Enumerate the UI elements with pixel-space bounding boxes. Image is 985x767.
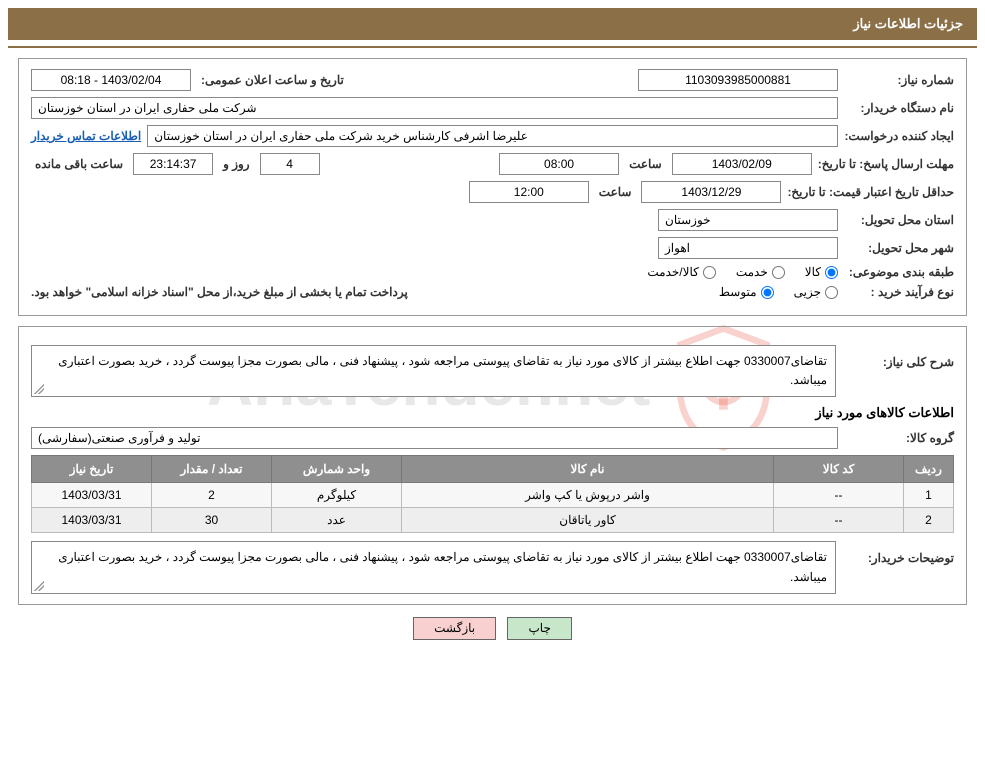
row-price-validity: حداقل تاریخ اعتبار قیمت: تا تاریخ: 1403/… <box>31 181 954 203</box>
group-field: تولید و فرآوری صنعتی(سفارشی) <box>31 427 838 449</box>
buyer-notes-label: توضیحات خریدار: <box>844 541 954 565</box>
buyer-notes-text: تقاضای0330007 جهت اطلاع بیشتر از کالای م… <box>31 541 836 593</box>
requester-field: علیرضا اشرفی کارشناس خرید شرکت ملی حفاری… <box>147 125 838 147</box>
group-label: گروه کالا: <box>844 431 954 445</box>
radio-medium[interactable]: متوسط <box>719 285 774 299</box>
th-row: ردیف <box>904 456 954 483</box>
print-button[interactable]: چاپ <box>507 617 571 640</box>
row-response-deadline: مهلت ارسال پاسخ: تا تاریخ: 1403/02/09 سا… <box>31 153 954 175</box>
details-section: شرح کلی نیاز: تقاضای0330007 جهت اطلاع بی… <box>18 326 967 605</box>
radio-goods-service[interactable]: کالا/خدمت <box>647 265 715 279</box>
table-cell: -- <box>774 483 904 508</box>
time-label-1: ساعت <box>625 157 666 171</box>
announce-label: تاریخ و ساعت اعلان عمومی: <box>197 73 348 87</box>
response-deadline-label: مهلت ارسال پاسخ: تا تاریخ: <box>818 157 954 171</box>
need-number-label: شماره نیاز: <box>844 73 954 87</box>
time-label-2: ساعت <box>595 185 636 199</box>
payment-note: پرداخت تمام یا بخشی از مبلغ خرید،از محل … <box>31 285 408 299</box>
row-group: گروه کالا: تولید و فرآوری صنعتی(سفارشی) <box>31 427 954 449</box>
back-button[interactable]: بازگشت <box>413 617 496 640</box>
row-overview: شرح کلی نیاز: تقاضای0330007 جهت اطلاع بی… <box>31 345 954 397</box>
th-code: کد کالا <box>774 456 904 483</box>
radio-service[interactable]: خدمت <box>736 265 785 279</box>
table-cell: 30 <box>152 508 272 533</box>
countdown-field: 23:14:37 <box>133 153 213 175</box>
table-row: 2--کاور یاتاقانعدد301403/03/31 <box>32 508 954 533</box>
table-cell: 2 <box>152 483 272 508</box>
radio-goods-service-input[interactable] <box>703 266 716 279</box>
city-field: اهواز <box>658 237 838 259</box>
province-field: خوزستان <box>658 209 838 231</box>
items-table: ردیف کد کالا نام کالا واحد شمارش تعداد /… <box>31 455 954 533</box>
price-validity-label: حداقل تاریخ اعتبار قیمت: تا تاریخ: <box>787 185 954 199</box>
requester-label: ایجاد کننده درخواست: <box>844 129 954 143</box>
th-date: تاریخ نیاز <box>32 456 152 483</box>
radio-medium-input[interactable] <box>761 286 774 299</box>
overview-label: شرح کلی نیاز: <box>844 345 954 369</box>
resize-handle-icon[interactable] <box>34 581 44 591</box>
days-label: روز و <box>219 157 254 171</box>
radio-goods-input[interactable] <box>825 266 838 279</box>
resize-handle-icon[interactable] <box>34 384 44 394</box>
table-header-row: ردیف کد کالا نام کالا واحد شمارش تعداد /… <box>32 456 954 483</box>
need-number-field: 1103093985000881 <box>638 69 838 91</box>
process-radio-group: جزیی متوسط <box>719 285 838 299</box>
table-cell: 1403/03/31 <box>32 483 152 508</box>
province-label: استان محل تحویل: <box>844 213 954 227</box>
buyer-org-label: نام دستگاه خریدار: <box>844 101 954 115</box>
row-need-number: شماره نیاز: 1103093985000881 تاریخ و ساع… <box>31 69 954 91</box>
buyer-org-field: شرکت ملی حفاری ایران در استان خوزستان <box>31 97 838 119</box>
overview-text: تقاضای0330007 جهت اطلاع بیشتر از کالای م… <box>31 345 836 397</box>
table-cell: 1403/03/31 <box>32 508 152 533</box>
th-qty: تعداد / مقدار <box>152 456 272 483</box>
row-buyer-notes: توضیحات خریدار: تقاضای0330007 جهت اطلاع … <box>31 541 954 593</box>
remaining-label: ساعت باقی مانده <box>31 157 127 171</box>
items-title: اطلاعات کالاهای مورد نیاز <box>31 405 954 421</box>
city-label: شهر محل تحویل: <box>844 241 954 255</box>
category-radio-group: کالا خدمت کالا/خدمت <box>647 265 838 279</box>
table-cell: 2 <box>904 508 954 533</box>
row-city: شهر محل تحویل: اهواز <box>31 237 954 259</box>
form-section: شماره نیاز: 1103093985000881 تاریخ و ساع… <box>18 58 967 316</box>
radio-partial-input[interactable] <box>825 286 838 299</box>
row-requester: ایجاد کننده درخواست: علیرضا اشرفی کارشنا… <box>31 125 954 147</box>
table-cell: 1 <box>904 483 954 508</box>
price-validity-date-field: 1403/12/29 <box>641 181 781 203</box>
page-header: جزئیات اطلاعات نیاز <box>8 8 977 40</box>
category-label: طبقه بندی موضوعی: <box>844 265 954 279</box>
table-cell: -- <box>774 508 904 533</box>
contact-link[interactable]: اطلاعات تماس خریدار <box>31 129 141 143</box>
table-cell: عدد <box>272 508 402 533</box>
radio-partial[interactable]: جزیی <box>794 285 838 299</box>
row-province: استان محل تحویل: خوزستان <box>31 209 954 231</box>
process-label: نوع فرآیند خرید : <box>844 285 954 299</box>
radio-goods[interactable]: کالا <box>805 265 838 279</box>
th-unit: واحد شمارش <box>272 456 402 483</box>
table-cell: کاور یاتاقان <box>402 508 774 533</box>
days-field: 4 <box>260 153 320 175</box>
th-name: نام کالا <box>402 456 774 483</box>
table-cell: کیلوگرم <box>272 483 402 508</box>
table-row: 1--واشر درپوش یا کپ واشرکیلوگرم21403/03/… <box>32 483 954 508</box>
response-time-field: 08:00 <box>499 153 619 175</box>
radio-service-input[interactable] <box>772 266 785 279</box>
buttons-row: چاپ بازگشت <box>0 617 985 640</box>
row-category: طبقه بندی موضوعی: کالا خدمت کالا/خدمت <box>31 265 954 279</box>
row-buyer-org: نام دستگاه خریدار: شرکت ملی حفاری ایران … <box>31 97 954 119</box>
table-cell: واشر درپوش یا کپ واشر <box>402 483 774 508</box>
price-validity-time-field: 12:00 <box>469 181 589 203</box>
page-title: جزئیات اطلاعات نیاز <box>853 16 963 31</box>
header-underline <box>8 46 977 48</box>
row-process: نوع فرآیند خرید : جزیی متوسط پرداخت تمام… <box>31 285 954 299</box>
response-date-field: 1403/02/09 <box>672 153 812 175</box>
announce-field: 1403/02/04 - 08:18 <box>31 69 191 91</box>
